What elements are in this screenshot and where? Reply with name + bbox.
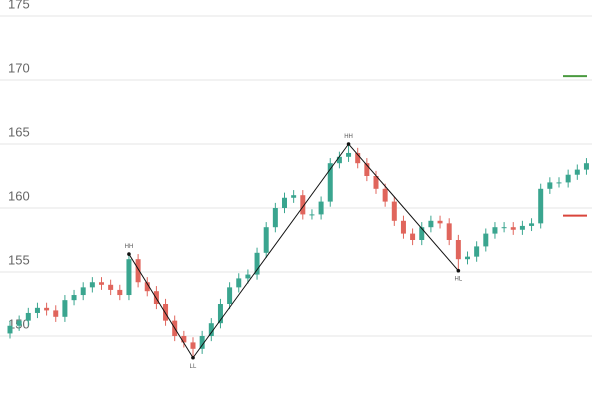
candle-body <box>245 274 251 279</box>
candle-body <box>99 282 104 285</box>
zigzag-point <box>127 252 131 256</box>
candle-body <box>538 188 544 224</box>
y-tick-label: 175 <box>8 0 30 11</box>
candle-body <box>373 176 379 189</box>
candle-body <box>199 336 205 349</box>
candle-body <box>190 342 196 349</box>
candle-body <box>227 287 233 304</box>
candle-body <box>483 233 489 247</box>
candle-body <box>181 336 187 343</box>
candle-body <box>400 220 406 234</box>
y-tick-label: 160 <box>8 188 30 203</box>
candle-body <box>108 284 114 290</box>
y-tick-label: 155 <box>8 252 30 267</box>
zigzag-label: HL <box>455 277 463 283</box>
zigzag-label: HH <box>125 244 134 250</box>
candle-body <box>455 240 461 260</box>
candle-body <box>391 201 397 221</box>
candle-body <box>309 214 315 216</box>
zigzag-label: HH <box>344 134 353 140</box>
candle-body <box>282 197 287 208</box>
candle-body <box>263 227 269 253</box>
candle-body <box>16 320 22 326</box>
zigzag-point <box>346 142 351 146</box>
zigzag-line <box>128 143 459 359</box>
candle-body <box>126 259 132 296</box>
candle-body <box>34 307 40 313</box>
candle-body <box>355 152 361 164</box>
zigzag-label: LL <box>190 364 197 370</box>
zigzag-point <box>191 355 195 360</box>
candle-body <box>254 252 260 275</box>
candle-body <box>583 163 589 170</box>
candle-body <box>318 201 324 215</box>
zigzag-point <box>456 268 461 273</box>
candle-body <box>44 307 50 311</box>
candle-body <box>364 163 370 176</box>
candle-body <box>272 208 278 228</box>
candle-body <box>336 156 342 164</box>
candle-body <box>501 227 507 229</box>
candle-body <box>71 295 77 301</box>
candle-body <box>574 169 580 175</box>
candle-body <box>519 225 525 230</box>
candle-body <box>327 163 333 202</box>
candle-body <box>556 182 562 184</box>
candle-body <box>53 310 59 317</box>
candle-body <box>529 223 535 226</box>
candle-body <box>62 300 68 317</box>
candle-body <box>492 227 498 234</box>
candle-body <box>474 246 480 257</box>
candle-body <box>346 152 352 157</box>
candle-body <box>291 195 297 198</box>
candle-body <box>236 278 242 288</box>
candle-body <box>217 304 223 324</box>
candle-body <box>144 282 150 292</box>
candle-body <box>382 188 388 202</box>
candle-body <box>419 227 425 240</box>
y-tick-label: 165 <box>8 124 30 139</box>
candle-body <box>410 233 416 240</box>
candle-body <box>135 259 141 283</box>
candle-body <box>208 323 214 336</box>
candle-body <box>465 256 470 260</box>
candle-body <box>163 304 169 321</box>
candle-body <box>89 282 95 288</box>
candle-body <box>437 220 443 224</box>
candle-body <box>300 195 306 215</box>
candle-body <box>510 227 516 230</box>
candle-body <box>25 312 31 321</box>
candle-body <box>446 223 452 240</box>
candle-body <box>117 289 123 296</box>
candle-body <box>565 174 571 183</box>
candle-body <box>428 220 434 228</box>
candle-body <box>547 182 553 189</box>
candle-body <box>7 325 13 334</box>
y-tick-label: 170 <box>8 60 30 75</box>
candle-body <box>80 287 86 296</box>
